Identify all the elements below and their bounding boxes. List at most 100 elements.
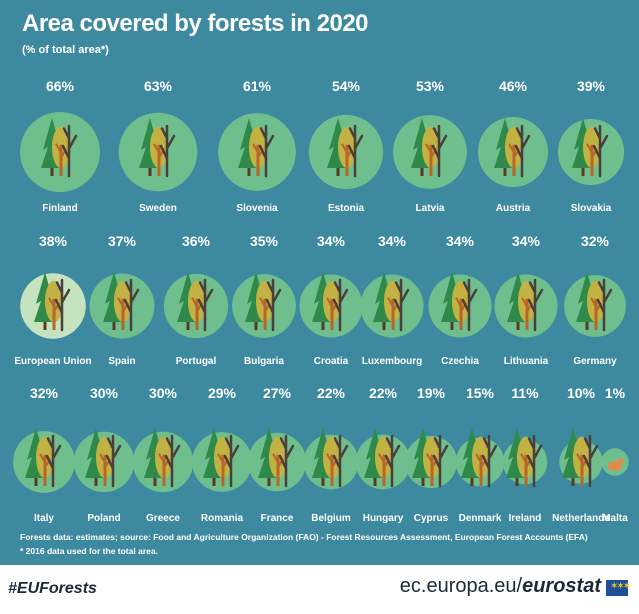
- leafy-branch: [117, 297, 124, 308]
- conifer-trunk: [321, 322, 325, 330]
- eurostat-link[interactable]: ec.europa.eu/eurostat: [400, 575, 601, 598]
- country-label: Poland: [87, 513, 120, 524]
- country-item: 11% Ireland: [502, 385, 548, 524]
- leafy-trunk: [195, 298, 199, 330]
- country-label: Lithuania: [504, 356, 549, 367]
- leafy-branch: [99, 453, 106, 464]
- leafy-trunk: [162, 454, 166, 486]
- conifer-trunk: [450, 322, 454, 330]
- bare-tree: [527, 278, 544, 332]
- country-item: 19% Cyprus: [404, 385, 458, 524]
- conifer-trunk: [382, 322, 386, 330]
- value-label: 32%: [30, 385, 59, 401]
- bare-tree: [393, 278, 410, 332]
- country-label: Austria: [496, 203, 531, 214]
- country-label: Germany: [573, 356, 617, 367]
- value-label: 39%: [577, 78, 606, 94]
- bare-tree: [582, 434, 599, 488]
- country-item: 30% Greece: [132, 385, 194, 524]
- leafy-branch: [455, 297, 462, 308]
- country-item: 53% Latvia: [393, 78, 467, 214]
- bare-tree: [159, 124, 176, 178]
- leafy-branch: [191, 297, 198, 308]
- conifer-trunk: [34, 478, 38, 486]
- leafy-branch: [586, 143, 593, 154]
- value-label: 10%: [567, 385, 596, 401]
- conifer-trunk: [470, 478, 474, 486]
- value-label: 22%: [317, 385, 346, 401]
- conifer-trunk: [321, 478, 325, 486]
- country-item: 36% Portugal: [163, 233, 229, 367]
- value-label: 46%: [499, 78, 528, 94]
- country-label: Greece: [146, 513, 180, 524]
- country-item: 32% Italy: [13, 385, 75, 524]
- country-label: Netherlands: [552, 513, 610, 524]
- leafy-trunk: [345, 144, 349, 176]
- country-label: Estonia: [328, 203, 365, 214]
- leafy-branch: [48, 297, 55, 308]
- country-item: 22% Belgium: [303, 385, 359, 524]
- conifer-trunk: [373, 478, 377, 486]
- country-item: 30% Poland: [73, 385, 135, 524]
- country-label: Malta: [602, 513, 628, 524]
- country-item: 27% France: [247, 385, 307, 524]
- bare-tree: [431, 124, 448, 178]
- bird-icon: [608, 461, 622, 471]
- hashtag[interactable]: #EUForests: [8, 580, 97, 597]
- country-item: 22% Hungary: [355, 385, 411, 524]
- leafy-trunk: [594, 298, 598, 330]
- conifer-trunk: [571, 478, 575, 486]
- conifer-trunk: [94, 478, 98, 486]
- bare-tree: [164, 434, 181, 488]
- conifer-trunk: [421, 478, 425, 486]
- leafy-trunk: [43, 454, 47, 486]
- asterisk-footnote: * 2016 data used for the total area.: [20, 546, 158, 556]
- country-label: European Union: [14, 356, 91, 367]
- country-label: Italy: [34, 513, 54, 524]
- leafy-trunk: [512, 144, 516, 176]
- country-item: 15% Denmark: [455, 385, 505, 524]
- leafy-trunk: [459, 298, 463, 330]
- value-label: 37%: [108, 233, 137, 249]
- leafy-trunk: [276, 454, 280, 486]
- country-label: Cyprus: [414, 513, 449, 524]
- bare-tree: [278, 434, 295, 488]
- bare-tree: [432, 434, 449, 488]
- value-label: 19%: [417, 385, 446, 401]
- chart-subtitle: (% of total area*): [22, 44, 109, 56]
- country-item: 46% Austria: [477, 78, 549, 214]
- leafy-trunk: [590, 144, 594, 176]
- value-label: 27%: [263, 385, 292, 401]
- conifer-trunk: [267, 478, 271, 486]
- bare-tree: [265, 278, 282, 332]
- conifer-trunk: [186, 322, 190, 330]
- leafy-trunk: [330, 454, 334, 486]
- country-item: 29% Romania: [192, 385, 252, 524]
- conifer-trunk: [43, 322, 47, 330]
- value-label: 30%: [90, 385, 119, 401]
- leafy-branch: [426, 453, 433, 464]
- leafy-branch: [576, 453, 583, 464]
- country-item: 63% Sweden: [118, 78, 198, 214]
- value-label: 22%: [369, 385, 398, 401]
- leafy-trunk: [59, 144, 63, 176]
- bare-tree: [223, 434, 240, 488]
- value-label: 34%: [512, 233, 541, 249]
- leafy-trunk: [330, 298, 334, 330]
- leafy-branch: [341, 143, 348, 154]
- leafy-trunk: [524, 454, 528, 486]
- conifer-trunk: [212, 478, 216, 486]
- leafy-trunk: [479, 454, 483, 486]
- site-brand: eurostat: [522, 575, 601, 597]
- country-item: 37% Spain: [89, 233, 155, 367]
- value-label: 35%: [250, 233, 279, 249]
- value-label: 34%: [378, 233, 407, 249]
- conifer-trunk: [503, 168, 507, 176]
- country-label: Slovenia: [236, 203, 278, 214]
- conifer-trunk: [336, 168, 340, 176]
- leafy-trunk: [430, 454, 434, 486]
- bare-tree: [514, 124, 531, 178]
- conifer-trunk: [420, 168, 424, 176]
- bird-head: [618, 458, 624, 464]
- value-label: 29%: [208, 385, 237, 401]
